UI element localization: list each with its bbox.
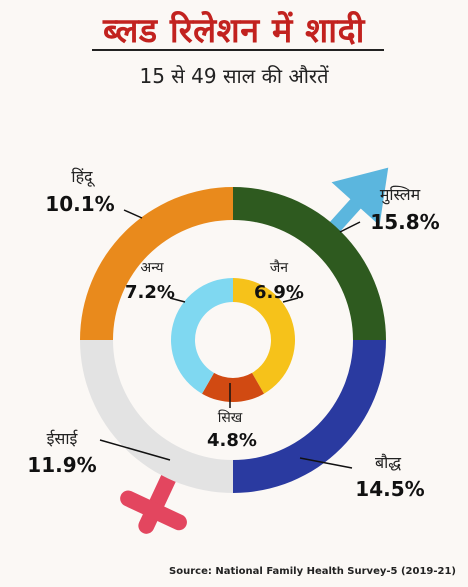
leader-lines [99, 209, 361, 469]
leader-other [169, 297, 186, 303]
inner-segment-jain [233, 278, 295, 394]
female-cross-bar-icon [120, 490, 187, 531]
leader-jain [282, 297, 299, 303]
leader-christian [99, 439, 171, 461]
label-christian-value: 11.9% [27, 453, 96, 477]
male-arrow-head-icon [331, 167, 389, 226]
label-sikh-value: 4.8% [207, 430, 257, 451]
label-jain-name: जैन [270, 259, 288, 276]
source-note: Source: National Family Health Survey-5 … [169, 566, 456, 577]
gender-symbols [120, 167, 389, 534]
outer-segment-muslim [233, 187, 386, 340]
leader-buddhist [299, 457, 353, 469]
page-title: ब्लड रिलेशन में शादी [103, 11, 365, 51]
inner-segment-other [171, 278, 233, 394]
outer-segment-buddhist [233, 340, 386, 493]
leader-muslim [339, 221, 361, 233]
label-hindu-value: 10.1% [45, 192, 114, 216]
label-other-name: अन्य [141, 260, 165, 276]
outer-segment-christian [80, 340, 233, 493]
label-buddhist-name: बौद्ध [375, 453, 401, 472]
labels: मुस्लिम 15.8% बौद्ध 14.5% ईसाई 11.9% हिंदू 10.1… [27, 167, 439, 501]
label-muslim-name: मुस्लिम [380, 185, 421, 205]
label-muslim-value: 15.8% [370, 210, 439, 234]
inner-segment-sikh [202, 372, 264, 402]
inner-ring [171, 278, 295, 402]
leader-hindu [123, 209, 143, 219]
outer-segment-hindu [80, 187, 233, 340]
outer-ring [80, 187, 386, 493]
label-sikh-name: सिख [218, 409, 243, 426]
label-christian-name: ईसाई [47, 429, 79, 448]
label-other-value: 7.2% [125, 282, 175, 303]
label-jain-value: 6.9% [254, 282, 304, 303]
label-hindu-name: हिंदू [71, 167, 96, 187]
title-divider [92, 49, 384, 51]
label-buddhist-value: 14.5% [355, 477, 424, 501]
page-subtitle: 15 से 49 साल की औरतें [139, 64, 329, 88]
